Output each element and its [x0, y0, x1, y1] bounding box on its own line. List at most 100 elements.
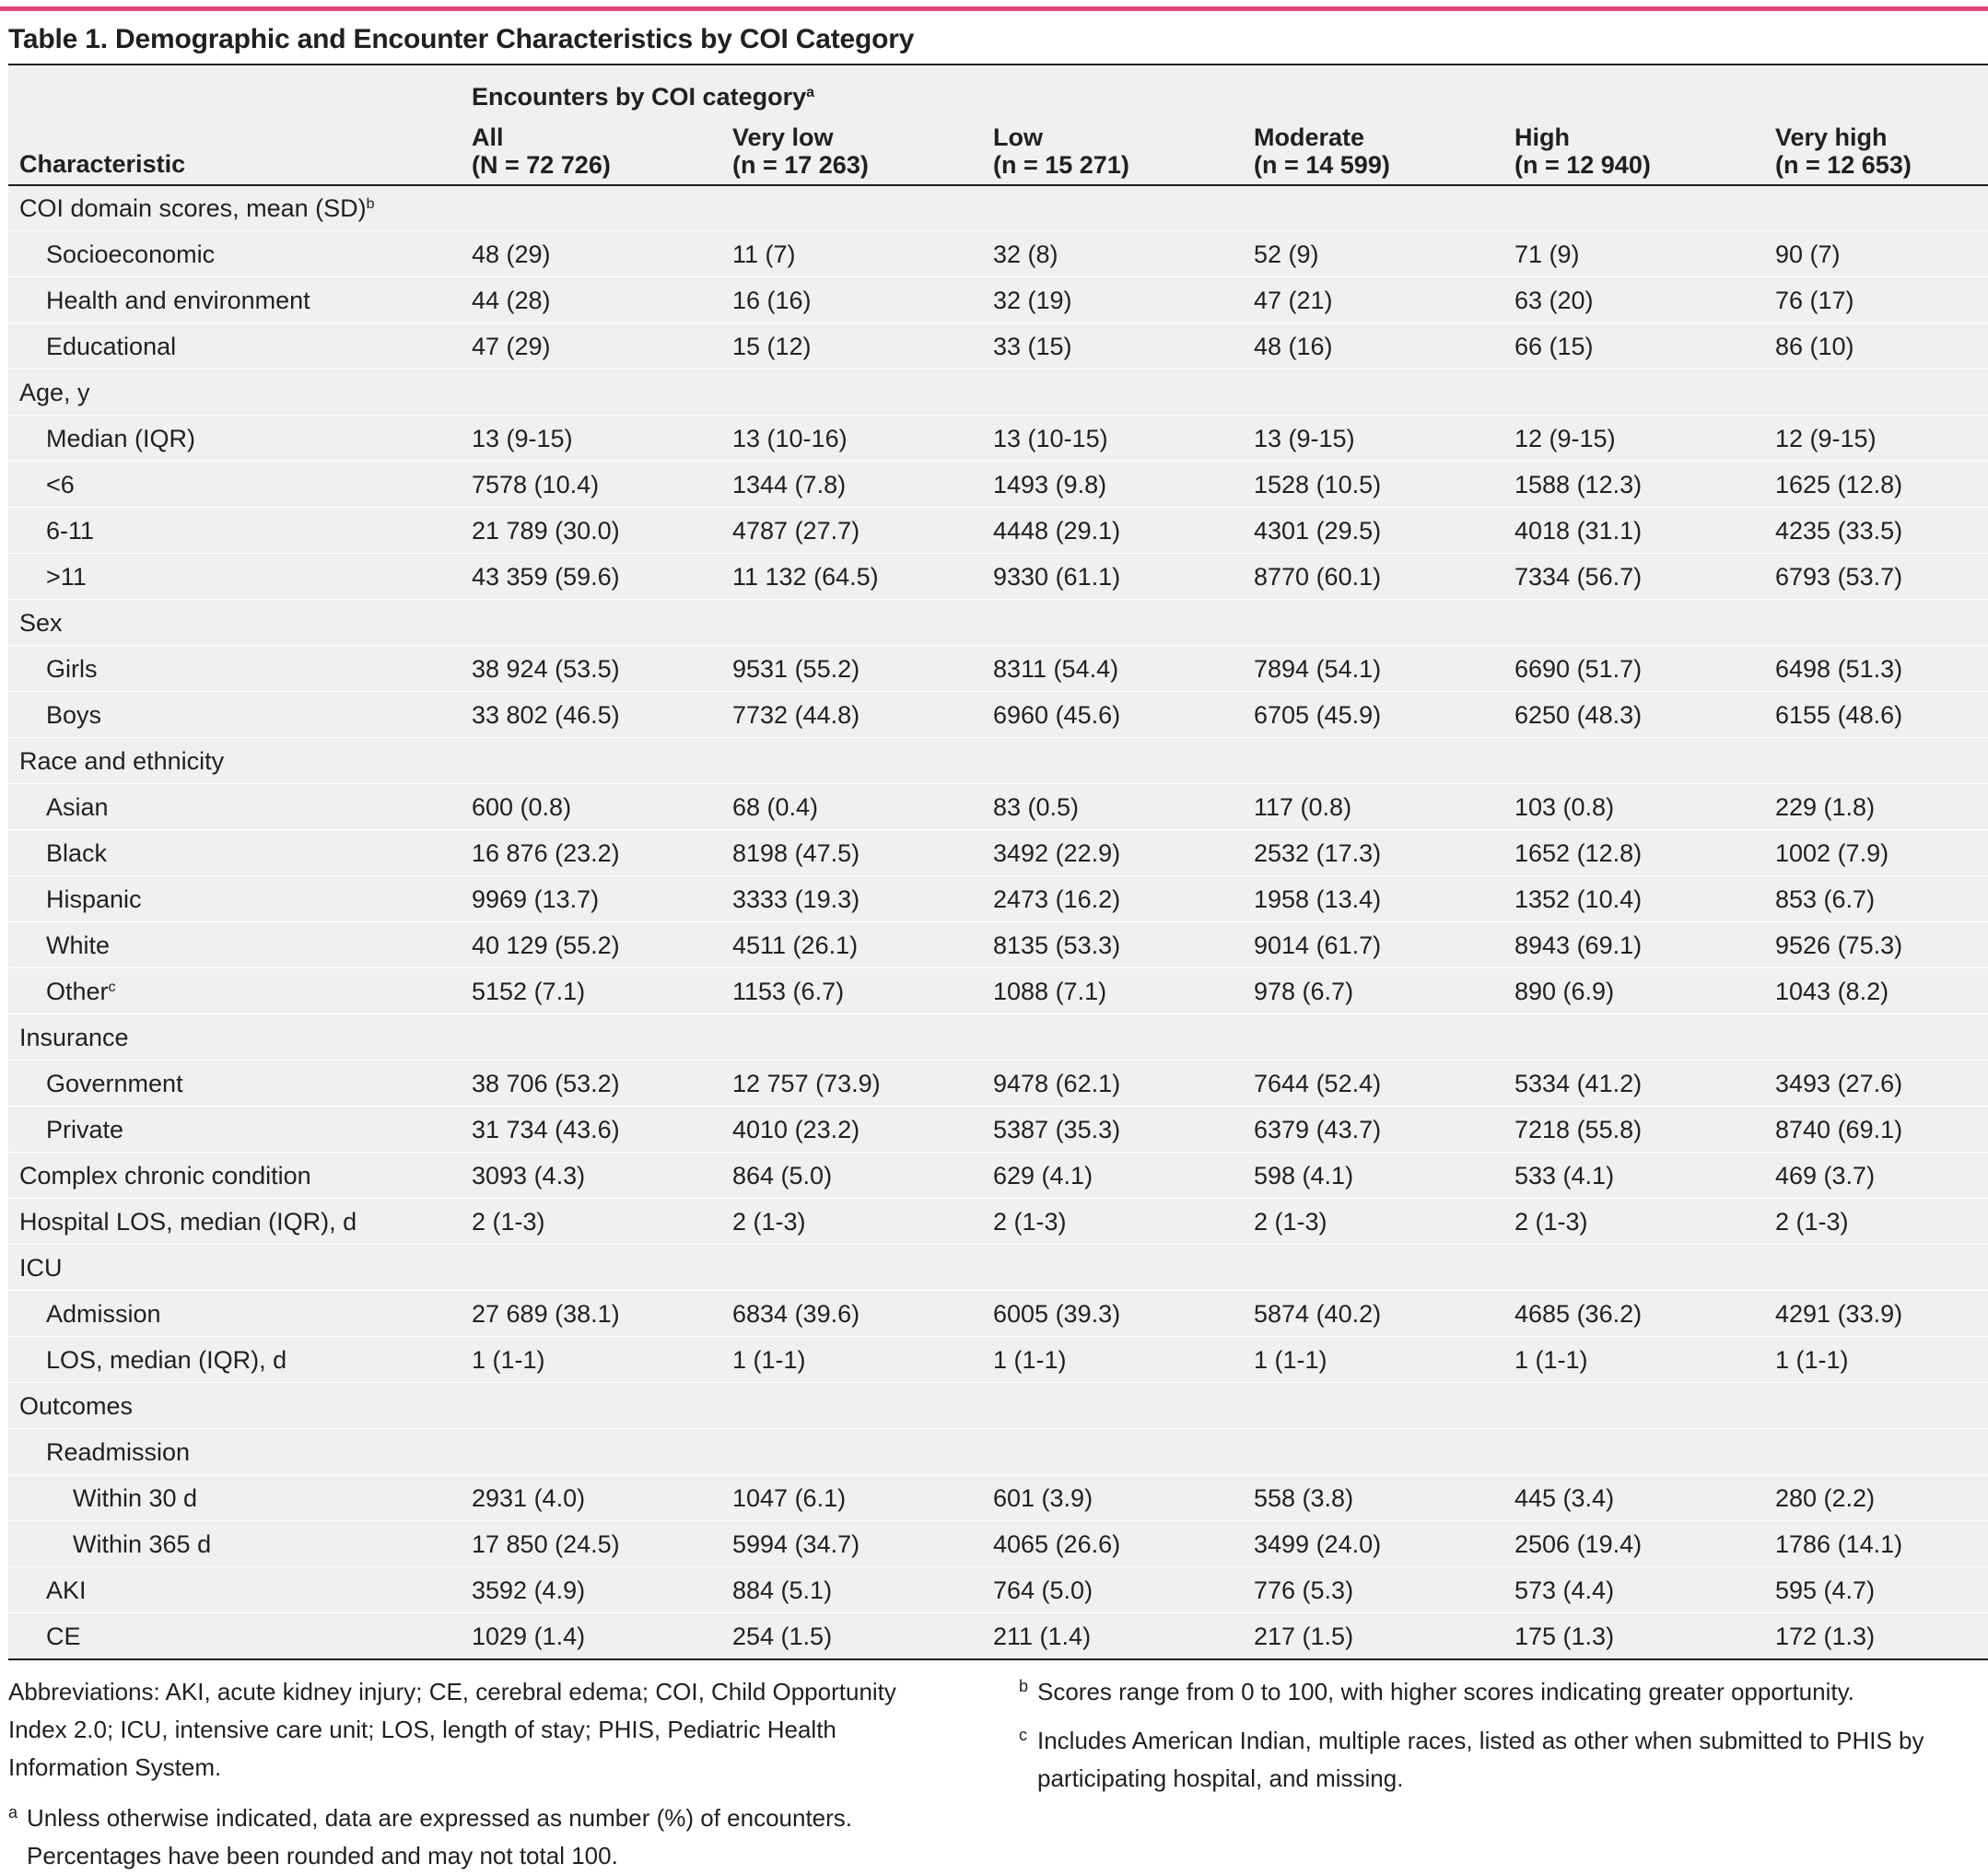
table-cell: 48 (16) [1254, 333, 1333, 360]
table-row: Black 16 876 (23.2) 8198 (47.5) 3492 (22.9)… [8, 830, 1988, 876]
footnote-c-text: Includes American Indian, multiple races… [1037, 1727, 1924, 1792]
table-cell: 1043 (8.2) [1775, 978, 1889, 1005]
table-row: Girls 38 924 (53.5) 9531 (55.2) 8311 (54.4)… [8, 646, 1988, 692]
table-row: Otherc 5152 (7.1) 1153 (6.7) 1088 (7.1) 978 … [8, 968, 1988, 1014]
table-cell: 1029 (1.4) [472, 1623, 586, 1650]
row-label-text: Black [46, 839, 108, 867]
table-cell: 6379 (43.7) [1254, 1116, 1382, 1143]
table-cell: 1 (1-1) [1775, 1346, 1849, 1374]
row-label: Insurance [19, 1014, 129, 1061]
table-cell: 8198 (47.5) [732, 839, 860, 867]
row-divider [8, 1152, 1988, 1153]
table-cell: 1344 (7.8) [732, 471, 847, 498]
table-cell: 2473 (16.2) [993, 885, 1121, 913]
table-cell: 9531 (55.2) [732, 655, 860, 683]
table-cell: 280 (2.2) [1775, 1484, 1876, 1512]
row-label-text: Median (IQR) [46, 425, 196, 452]
row-label-text: 6-11 [46, 517, 95, 545]
header-col-count: (n = 12 653) [1775, 151, 1912, 179]
table-cell: 2 (1-3) [993, 1208, 1067, 1236]
row-divider [8, 1474, 1988, 1475]
row-label: Within 30 d [73, 1475, 197, 1521]
row-label: Boys [46, 692, 101, 738]
row-divider [8, 1612, 1988, 1613]
table-cell: 4787 (27.7) [732, 517, 860, 545]
table-cell: 764 (5.0) [993, 1576, 1093, 1604]
table-cell: 11 (7) [732, 240, 796, 268]
row-label-text: Socioeconomic [46, 240, 216, 268]
row-label-text: Government [46, 1070, 183, 1097]
row-label: Government [46, 1061, 183, 1107]
row-label-text: Outcomes [19, 1392, 134, 1420]
row-divider [8, 829, 1988, 830]
table-top-rule [8, 64, 1988, 65]
row-label: AKI [46, 1567, 87, 1613]
row-divider [8, 1520, 1988, 1521]
table-cell: 445 (3.4) [1514, 1484, 1615, 1512]
table-row: Outcomes [8, 1383, 1988, 1429]
table-cell: 8770 (60.1) [1254, 563, 1382, 591]
row-label-text: Age, y [19, 379, 90, 406]
table-row: Within 365 d 17 850 (24.5) 5994 (34.7) 4065… [8, 1521, 1988, 1567]
row-divider [8, 783, 1988, 784]
header-col-name: Very low [732, 123, 834, 151]
table-row: >11 43 359 (59.6) 11 132 (64.5) 9330 (61.1)… [8, 554, 1988, 600]
row-label: Sex [19, 600, 63, 646]
table-cell: 3333 (19.3) [732, 885, 860, 913]
table-cell: 83 (0.5) [993, 793, 1080, 821]
table-row: Insurance [8, 1014, 1988, 1061]
row-label-text: Hospital LOS, median (IQR), d [19, 1208, 357, 1236]
table-cell: 1 (1-1) [472, 1346, 545, 1374]
table-row: 6-11 21 789 (30.0) 4787 (27.7) 4448 (29.1) 4… [8, 508, 1988, 554]
footnote-a-mark: a [8, 1803, 18, 1822]
row-label: White [46, 922, 110, 968]
table-cell: 32 (8) [993, 240, 1058, 268]
row-label-text: CE [46, 1623, 81, 1650]
footnote-abbreviations: Abbreviations: AKI, acute kidney injury;… [8, 1678, 896, 1781]
table-cell: 6793 (53.7) [1775, 563, 1903, 591]
table-cell: 884 (5.1) [732, 1576, 833, 1604]
table-cell: 776 (5.3) [1254, 1576, 1354, 1604]
table-cell: 33 (15) [993, 333, 1072, 360]
row-label: Readmission [46, 1429, 190, 1475]
table-cell: 2506 (19.4) [1514, 1530, 1643, 1558]
header-rule [8, 184, 1988, 186]
header-col-name: All [472, 123, 504, 151]
table-cell: 1088 (7.1) [993, 978, 1107, 1005]
row-divider [8, 1106, 1988, 1107]
row-label: Private [46, 1107, 123, 1153]
table-cell: 4010 (23.2) [732, 1116, 860, 1143]
table-cell: 48 (29) [472, 240, 551, 268]
table-cell: 9014 (61.7) [1254, 932, 1382, 959]
row-label: CE [46, 1613, 81, 1659]
header-col-1: Very low (n = 17 263) [732, 123, 869, 179]
table-cell: 9526 (75.3) [1775, 932, 1903, 959]
table-cell: 44 (28) [472, 287, 551, 314]
row-divider [8, 967, 1988, 968]
table-cell: 853 (6.7) [1775, 885, 1876, 913]
table-cell: 6690 (51.7) [1514, 655, 1643, 683]
row-label: 6-11 [46, 508, 94, 554]
table-cell: 1652 (12.8) [1514, 839, 1643, 867]
row-label: >11 [46, 554, 87, 600]
table-cell: 2931 (4.0) [472, 1484, 586, 1512]
table-cell: 1493 (9.8) [993, 471, 1107, 498]
table-cell: 15 (12) [732, 333, 812, 360]
table-cell: 117 (0.8) [1254, 793, 1352, 821]
table-cell: 469 (3.7) [1775, 1162, 1876, 1189]
header-col-count: (n = 15 271) [993, 151, 1129, 179]
table-cell: 6005 (39.3) [993, 1300, 1121, 1328]
footnote-b-mark: b [1019, 1677, 1029, 1695]
row-label: Health and environment [46, 277, 310, 323]
table-cell: 1 (1-1) [1254, 1346, 1327, 1374]
table-cell: 1 (1-1) [732, 1346, 806, 1374]
row-label: COI domain scores, mean (SD)b [19, 185, 375, 231]
row-divider [8, 230, 1988, 231]
table-cell: 890 (6.9) [1514, 978, 1615, 1005]
row-divider [8, 1198, 1988, 1199]
row-divider [8, 875, 1988, 876]
table-background [8, 65, 1988, 1658]
table-cell: 13 (9-15) [472, 425, 573, 452]
table-cell: 7578 (10.4) [472, 471, 600, 498]
table-cell: 2 (1-3) [1514, 1208, 1588, 1236]
